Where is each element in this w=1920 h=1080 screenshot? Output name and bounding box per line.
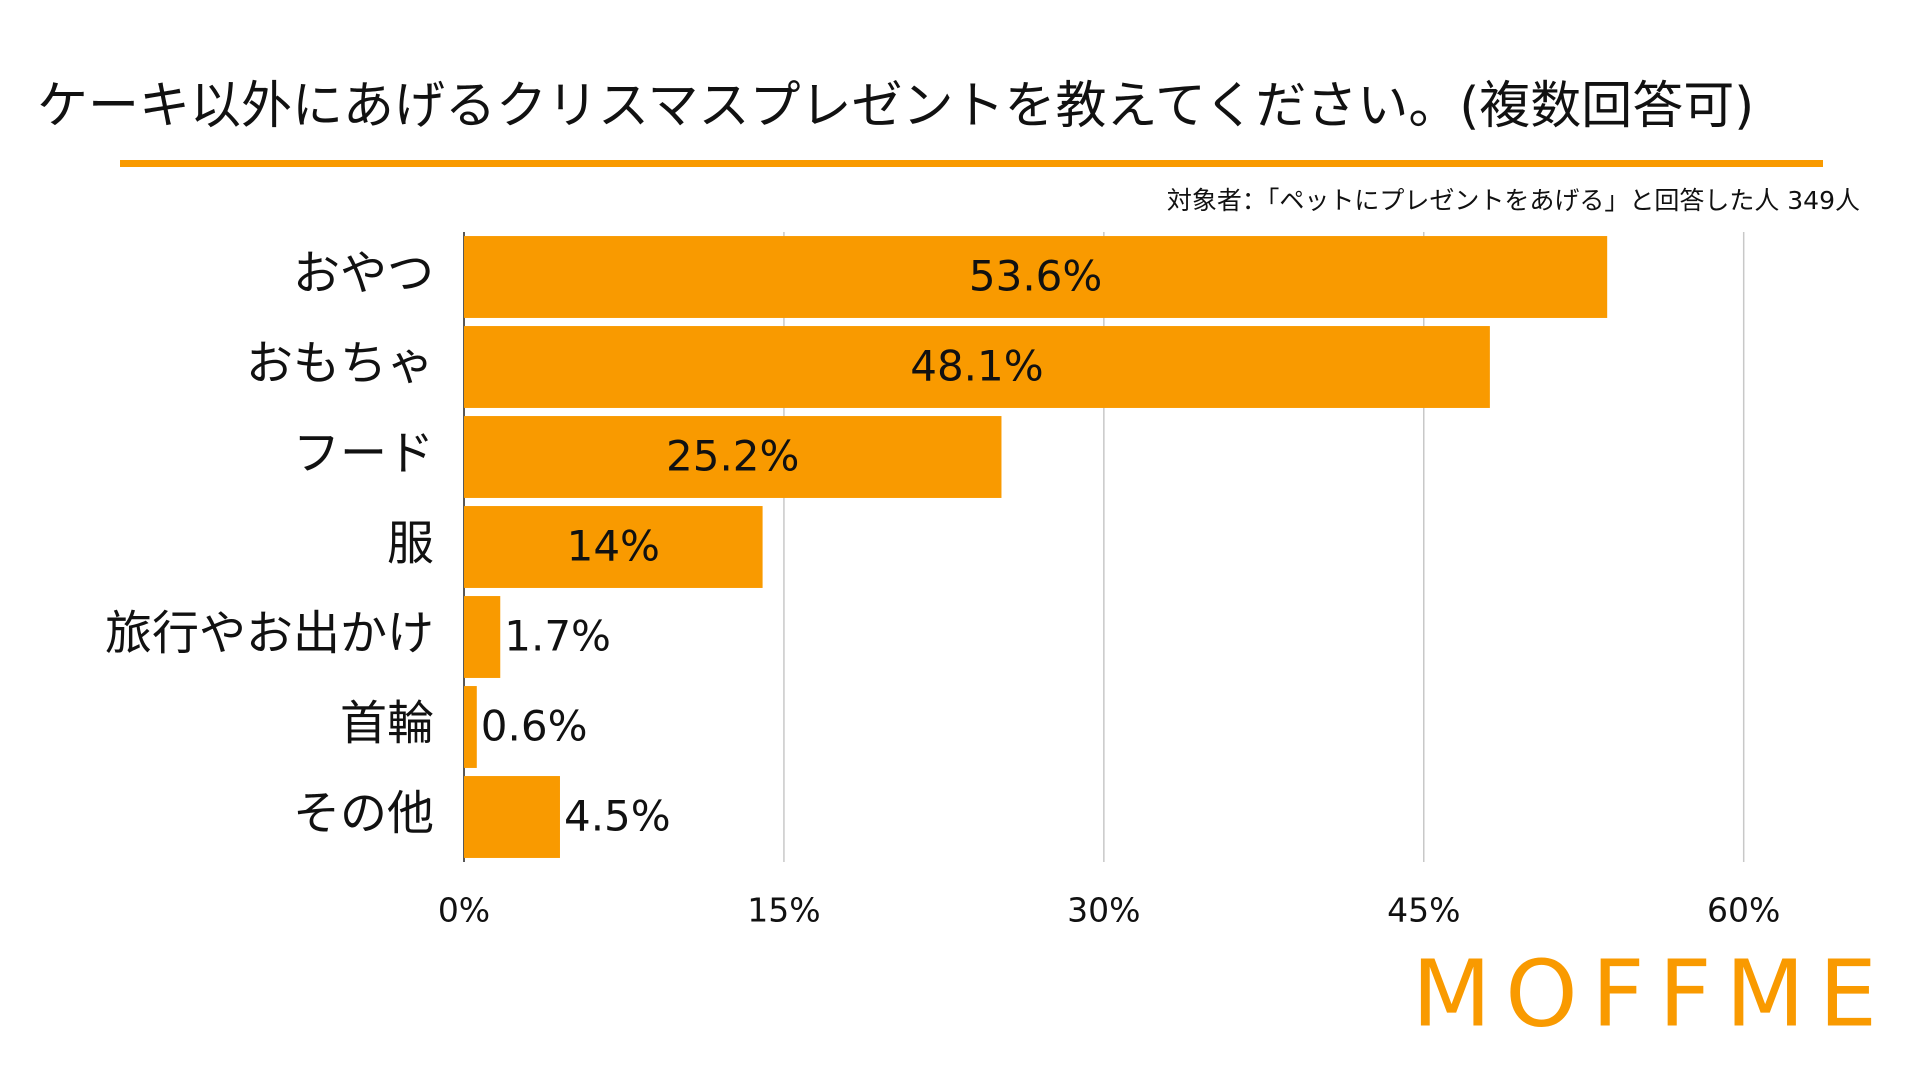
chart-title: ケーキ以外にあげるクリスマスプレゼントを教えてください。(複数回答可) bbox=[37, 77, 1754, 136]
x-tick-label: 15% bbox=[747, 891, 820, 930]
bar bbox=[464, 416, 1002, 498]
x-tick-label: 0% bbox=[438, 891, 490, 930]
value-label: 48.1% bbox=[910, 342, 1043, 391]
value-label: 14% bbox=[567, 522, 660, 571]
category-label: おやつ bbox=[293, 247, 434, 302]
x-tick-label: 30% bbox=[1067, 891, 1140, 930]
x-tick-label: 60% bbox=[1707, 891, 1780, 930]
value-label: 25.2% bbox=[666, 432, 799, 481]
category-label: 旅行やお出かけ bbox=[105, 607, 434, 662]
value-label: 1.7% bbox=[504, 612, 611, 661]
bar bbox=[464, 236, 1608, 318]
logo: MOFFME bbox=[1412, 940, 1891, 1047]
value-label: 4.5% bbox=[564, 792, 671, 841]
category-label: 首輪 bbox=[340, 697, 434, 752]
category-label: フード bbox=[293, 427, 434, 482]
bar bbox=[464, 506, 763, 588]
bar bbox=[464, 686, 477, 768]
x-tick-label: 45% bbox=[1387, 891, 1460, 930]
value-label: 53.6% bbox=[969, 252, 1102, 301]
bar bbox=[464, 596, 501, 678]
category-label: 服 bbox=[387, 517, 434, 572]
chart-subtitle: 対象者：「ペットにプレゼントをあげる」と回答した人 349人 bbox=[1167, 186, 1860, 215]
category-label: その他 bbox=[293, 787, 434, 842]
bar bbox=[464, 776, 560, 858]
title-underline bbox=[120, 160, 1823, 167]
category-label: おもちゃ bbox=[246, 337, 434, 392]
value-label: 0.6% bbox=[481, 702, 588, 751]
bar bbox=[464, 326, 1490, 408]
